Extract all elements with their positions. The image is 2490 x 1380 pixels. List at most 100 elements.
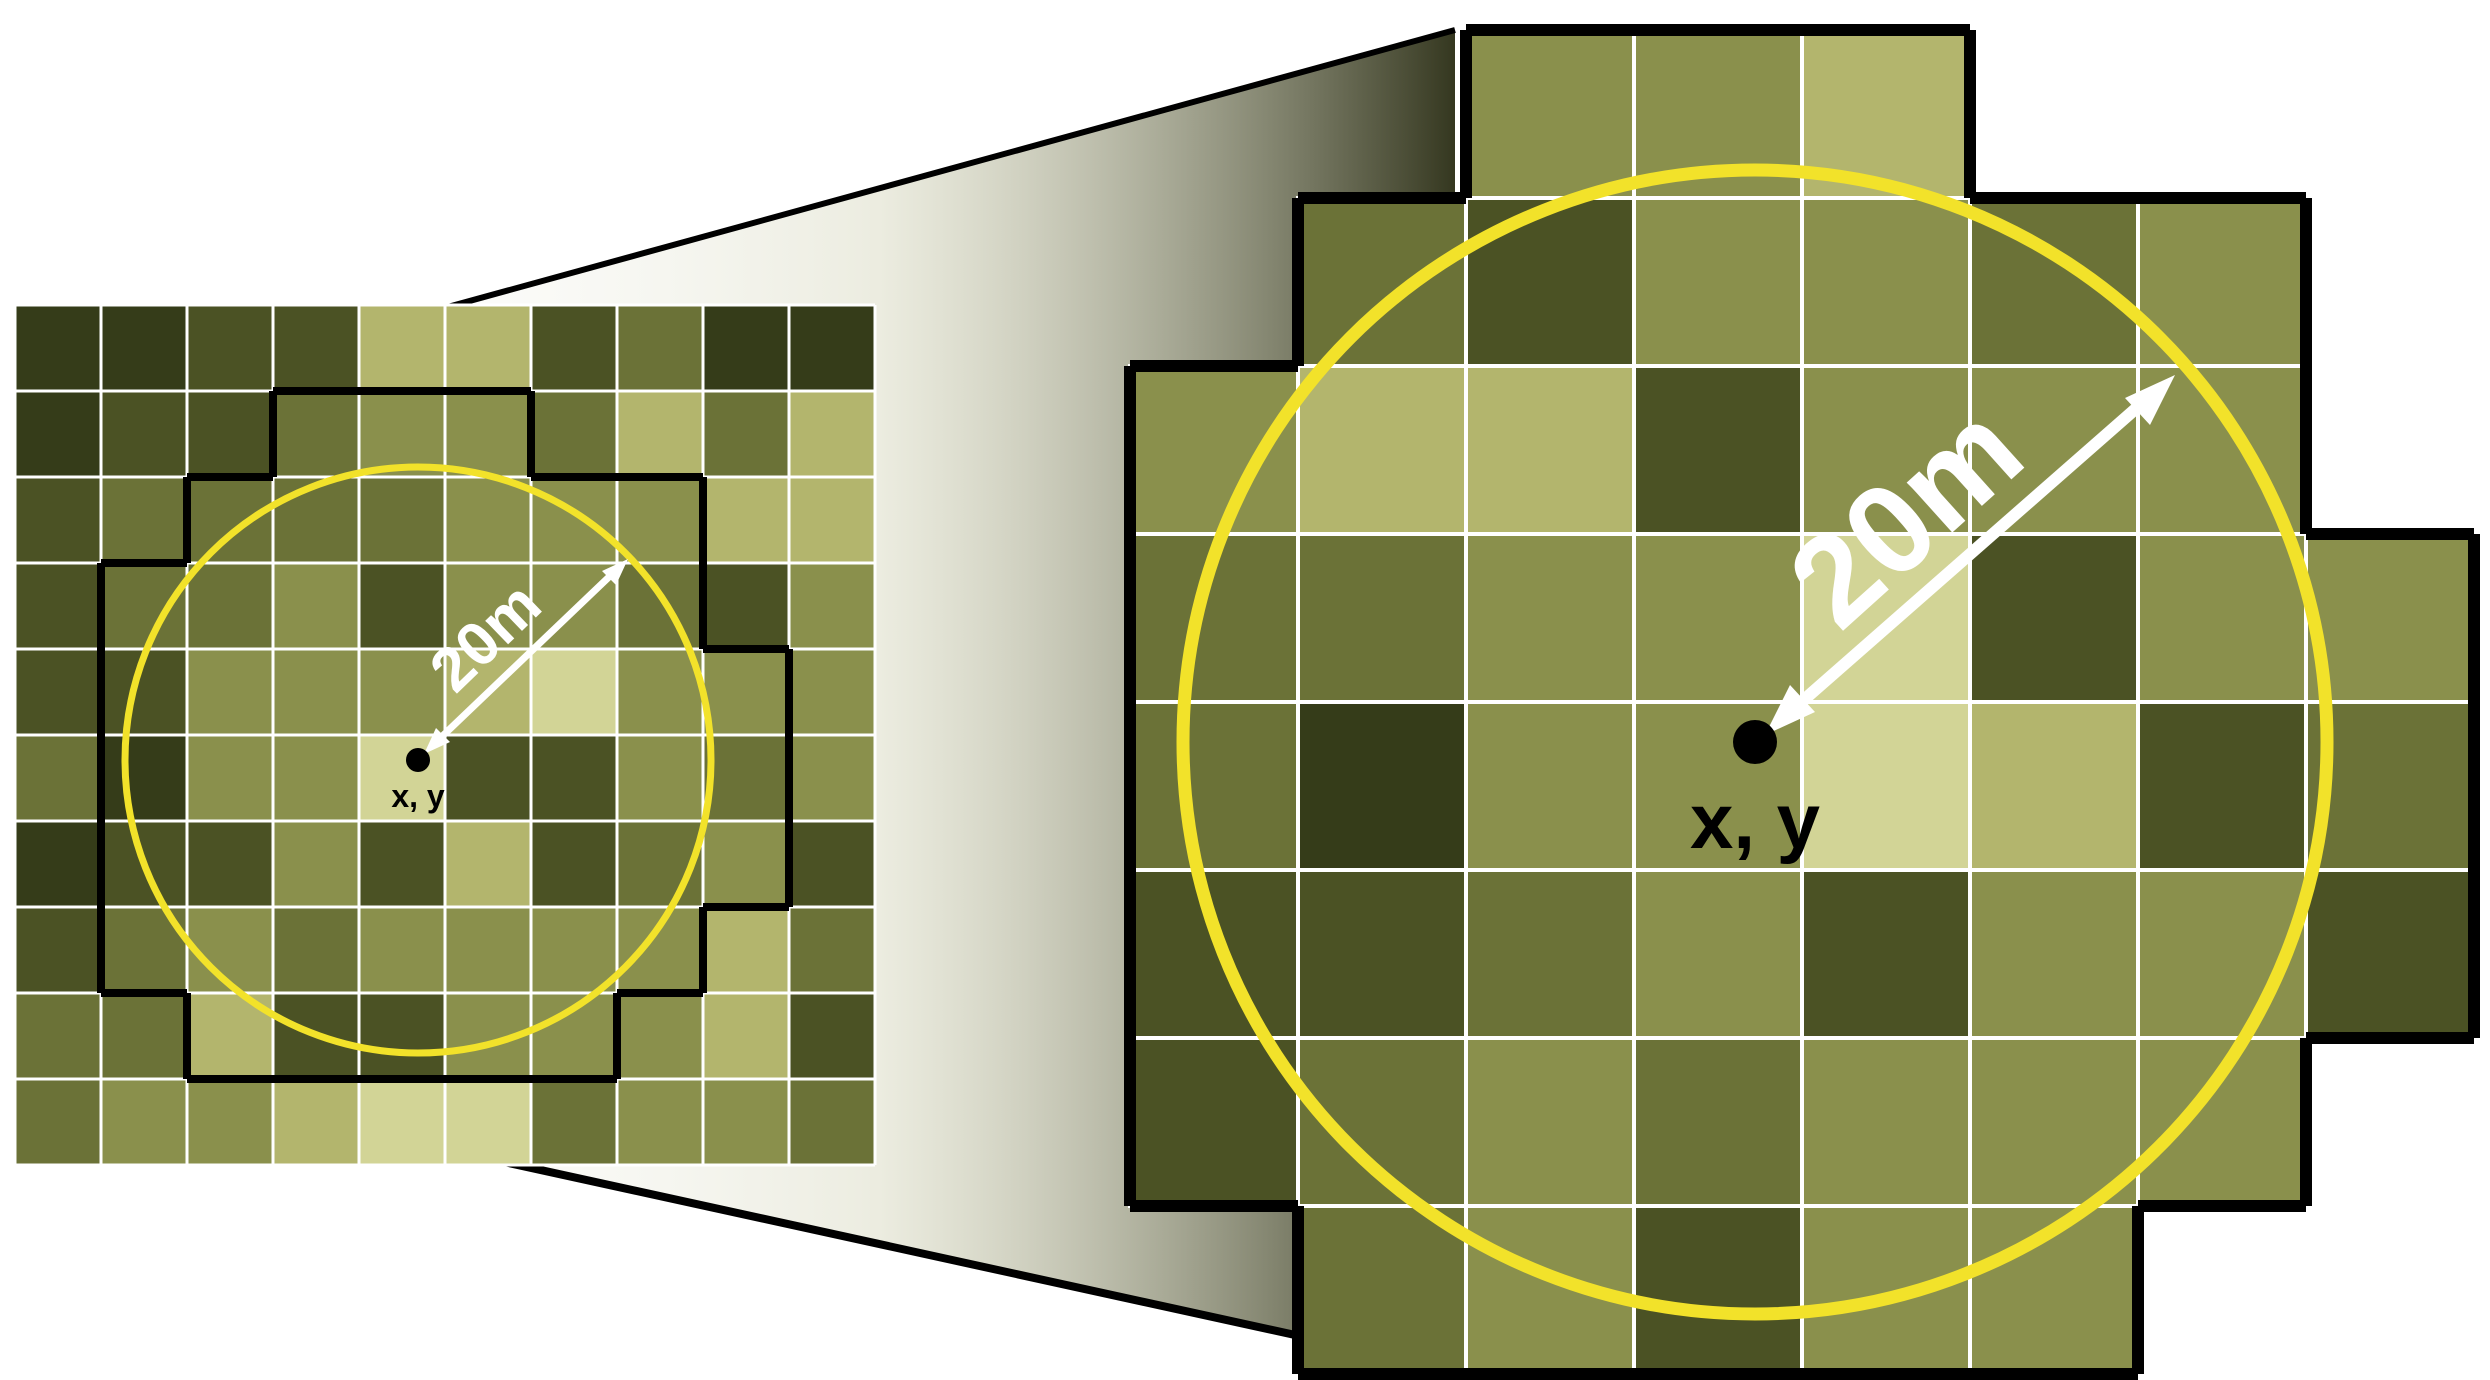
point-label-small: x, y (391, 778, 445, 814)
zoomed-cell (1466, 198, 1634, 366)
raster-cell (101, 993, 187, 1079)
raster-cell (187, 305, 273, 391)
raster-cell (187, 563, 273, 649)
raster-cell (531, 391, 617, 477)
raster-cell (273, 391, 359, 477)
raster-cell (273, 821, 359, 907)
zoomed-cell (1130, 366, 1298, 534)
raster-cell (789, 1079, 875, 1165)
zoomed-cell (1130, 870, 1298, 1038)
raster-cell (789, 735, 875, 821)
raster-grid-zoomed: 20m x, y (1124, 24, 2480, 1380)
zoomed-cell (2306, 534, 2474, 702)
raster-cell (789, 993, 875, 1079)
raster-cell (703, 477, 789, 563)
raster-cell (273, 1079, 359, 1165)
zoomed-cell (1634, 1206, 1802, 1374)
buffer-circle-zoomed (1176, 163, 2334, 1321)
raster-cell (101, 1079, 187, 1165)
raster-cell (15, 735, 101, 821)
raster-cell (789, 821, 875, 907)
raster-cell (15, 821, 101, 907)
zoomed-cell (1970, 1038, 2138, 1206)
zoomed-cell (1970, 366, 2138, 534)
raster-cell (15, 391, 101, 477)
zoomed-cell (1130, 702, 1298, 870)
zoomed-cell (2138, 870, 2306, 1038)
zoomed-cell (1298, 870, 1466, 1038)
raster-cell (703, 305, 789, 391)
raster-cell (703, 821, 789, 907)
zoomed-cell (1634, 534, 1802, 702)
zoomed-cell (2138, 702, 2306, 870)
raster-cell (187, 735, 273, 821)
raster-cell (789, 649, 875, 735)
raster-cell (617, 993, 703, 1079)
raster-cell (187, 907, 273, 993)
raster-cells-zoomed (1130, 30, 2474, 1374)
raster-cell (617, 391, 703, 477)
raster-cell (101, 305, 187, 391)
zoomed-cell (2306, 702, 2474, 870)
raster-cell (789, 563, 875, 649)
point-label-zoomed: x, y (1690, 777, 1820, 865)
raster-cell (445, 477, 531, 563)
zoomed-cell (1130, 1038, 1298, 1206)
raster-cell (531, 477, 617, 563)
raster-cell (531, 1079, 617, 1165)
zoomed-cell (1298, 702, 1466, 870)
raster-cell (273, 563, 359, 649)
raster-cell (703, 735, 789, 821)
zoomed-cell (1802, 366, 1970, 534)
raster-cell (15, 993, 101, 1079)
raster-cell (359, 649, 445, 735)
raster-cell (445, 821, 531, 907)
raster-cell (703, 563, 789, 649)
raster-cell (101, 735, 187, 821)
raster-cell (15, 305, 101, 391)
raster-cell (617, 1079, 703, 1165)
zoomed-cell (1298, 534, 1466, 702)
zoomed-cell (1970, 702, 2138, 870)
zoomed-cell (1802, 198, 1970, 366)
zoomed-cell (1970, 534, 2138, 702)
raster-cell (273, 907, 359, 993)
raster-cell (359, 563, 445, 649)
raster-cell (445, 1079, 531, 1165)
zoomed-cell (1466, 1038, 1634, 1206)
neighbourhood-outline-small (97, 387, 793, 1083)
raster-cell (15, 907, 101, 993)
raster-cell (703, 1079, 789, 1165)
zoomed-cell (1634, 198, 1802, 366)
center-point-small (406, 748, 430, 772)
zoomed-cell (1466, 534, 1634, 702)
zoomed-cell (1298, 1206, 1466, 1374)
center-point-zoomed (1733, 720, 1777, 764)
raster-cell (617, 735, 703, 821)
raster-cell (359, 1079, 445, 1165)
raster-cell (359, 993, 445, 1079)
neighbourhood-outline-zoomed (1124, 24, 2480, 1380)
raster-grid-small: 20m x, y (13, 303, 877, 1167)
raster-cell (359, 391, 445, 477)
raster-cell (15, 477, 101, 563)
buffer-circle-small (121, 463, 715, 1057)
raster-cell (273, 477, 359, 563)
raster-cell (703, 649, 789, 735)
zoomed-cell (1802, 870, 1970, 1038)
raster-cell (359, 305, 445, 391)
raster-cell (703, 391, 789, 477)
raster-cells-small (15, 305, 875, 1165)
raster-cell (187, 649, 273, 735)
raster-cell (617, 305, 703, 391)
raster-cell (445, 563, 531, 649)
zoomed-cell (1802, 1206, 1970, 1374)
raster-cell (101, 477, 187, 563)
zoomed-cell (1802, 1038, 1970, 1206)
zoomed-cell (1634, 366, 1802, 534)
raster-cell (273, 305, 359, 391)
raster-cell (531, 907, 617, 993)
zoomed-cell (2138, 534, 2306, 702)
raster-cell (101, 391, 187, 477)
zoomed-cell (1634, 870, 1802, 1038)
